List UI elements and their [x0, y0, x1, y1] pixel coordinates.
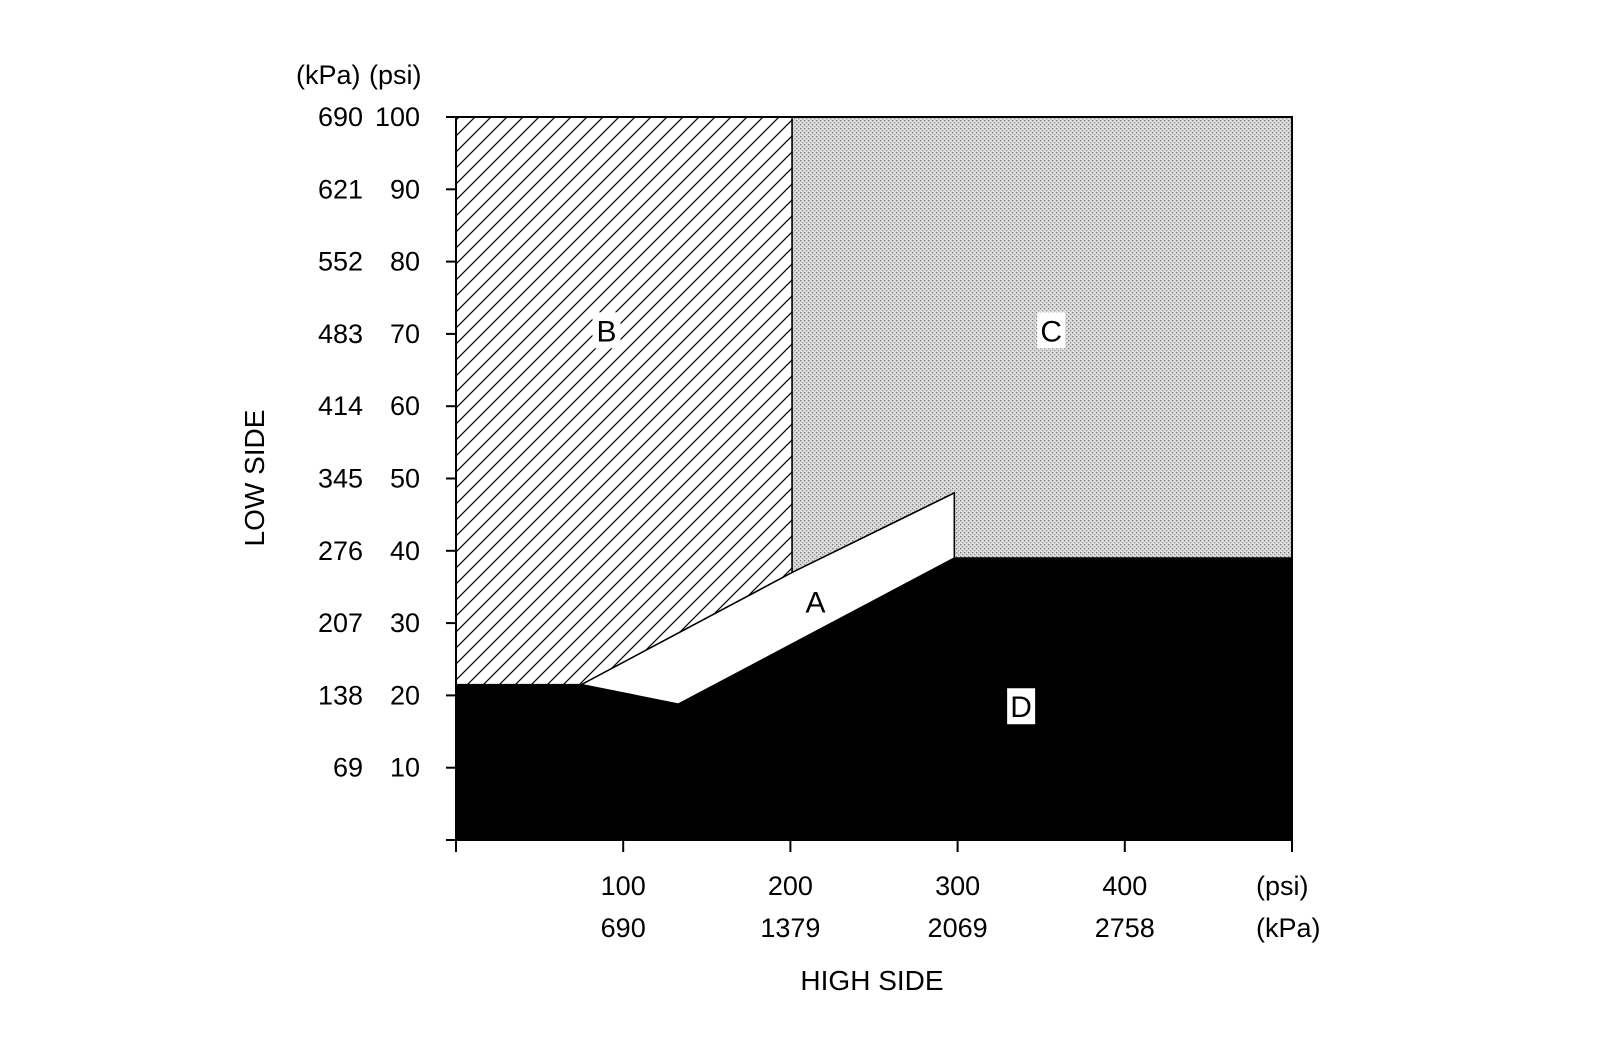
- region-label-a: A: [805, 586, 825, 619]
- y-tick-label-psi: 90: [390, 174, 420, 204]
- y-tick-label-psi: 100: [375, 102, 420, 132]
- region-label-text: A: [805, 586, 825, 619]
- x-unit-kpa: (kPa): [1256, 913, 1321, 943]
- y-tick-label-kpa: 552: [318, 247, 363, 277]
- y-tick-label-psi: 10: [390, 753, 420, 783]
- y-tick-label-kpa: 414: [318, 391, 363, 421]
- x-tick-label-psi: 100: [601, 871, 646, 901]
- y-unit-psi: (psi): [369, 60, 422, 90]
- region-label-text: D: [1010, 691, 1032, 724]
- x-tick-label-kpa: 2069: [928, 913, 988, 943]
- region-label-text: B: [596, 315, 616, 348]
- y-tick-label-kpa: 483: [318, 319, 363, 349]
- axis-ticks: 690 100 621 90 552 80 483 70 414 60 345 50 276 40 207 3…: [318, 102, 1293, 943]
- y-tick-label-psi: 60: [390, 391, 420, 421]
- region-label-d: D: [1007, 688, 1036, 725]
- y-tick-label-psi: 30: [390, 608, 420, 638]
- region-d: [456, 558, 1292, 840]
- regions-layer: [455, 116, 1293, 840]
- region-label-bg: [1007, 688, 1036, 725]
- x-tick-label-kpa: 1379: [760, 913, 820, 943]
- y-tick-label-psi: 70: [390, 319, 420, 349]
- y-axis-title: LOW SIDE: [239, 410, 270, 547]
- y-tick-label-kpa: 690: [318, 102, 363, 132]
- y-tick-label-kpa: 138: [318, 680, 363, 710]
- x-tick-label-psi: 200: [768, 871, 813, 901]
- y-tick-label-kpa: 276: [318, 536, 363, 566]
- region-label-bg: [1037, 312, 1066, 349]
- unit-labels: (kPa) (psi) (psi) (kPa): [296, 60, 1321, 943]
- y-tick-label-kpa: 345: [318, 464, 363, 494]
- y-tick-label-kpa: 621: [318, 174, 363, 204]
- region-label-text: C: [1040, 315, 1062, 348]
- y-tick-label-kpa: 69: [333, 753, 363, 783]
- x-tick-label-kpa: 2758: [1095, 913, 1155, 943]
- region-label-b: B: [592, 312, 621, 349]
- y-tick-label-psi: 40: [390, 536, 420, 566]
- y-tick-label-psi: 50: [390, 464, 420, 494]
- y-tick-label-kpa: 207: [318, 608, 363, 638]
- x-unit-psi: (psi): [1256, 871, 1309, 901]
- region-labels: B C A D: [592, 312, 1066, 725]
- x-tick-label-psi: 400: [1102, 871, 1147, 901]
- y-tick-label-psi: 20: [390, 680, 420, 710]
- region-label-bg: [592, 312, 621, 349]
- x-tick-label-psi: 300: [935, 871, 980, 901]
- region-label-c: C: [1037, 312, 1066, 349]
- x-axis-title: HIGH SIDE: [800, 965, 943, 996]
- y-tick-label-psi: 80: [390, 247, 420, 277]
- x-tick-label-kpa: 690: [601, 913, 646, 943]
- y-unit-kpa: (kPa): [296, 60, 361, 90]
